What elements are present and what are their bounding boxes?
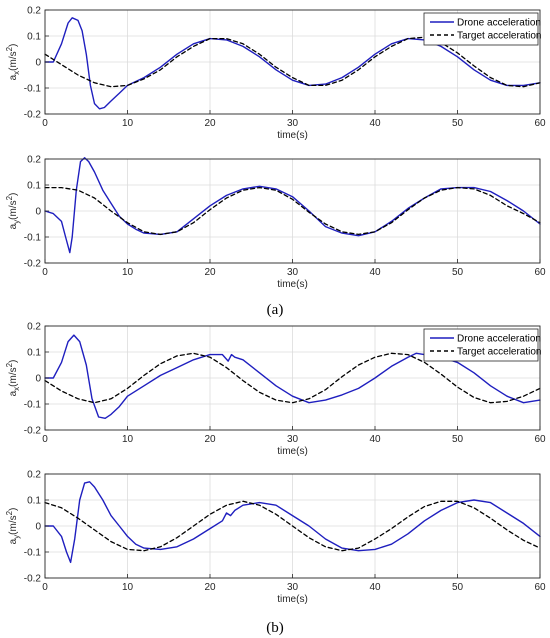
ytick-label: 0.1: [27, 181, 41, 192]
xtick-label: 20: [204, 582, 216, 593]
y-axis-label: ay(m/s2): [5, 508, 21, 545]
chart-a-top: 0 10 20 30 40 50 60 -0.2 -0.1 0 0.1 0.2 time(s) ax(m/…: [5, 6, 546, 142]
xtick-label: 20: [204, 267, 216, 278]
xtick-label: 50: [452, 118, 464, 129]
xtick-label: 40: [369, 582, 381, 593]
xtick-label: 40: [369, 267, 381, 278]
ytick-label: 0.1: [27, 496, 41, 507]
legend-entry: Drone acceleration: [457, 18, 541, 29]
ytick-label: -0.1: [24, 548, 42, 559]
ytick-label: 0.2: [27, 6, 41, 17]
xtick-label: 60: [534, 267, 546, 278]
xtick-label: 20: [204, 434, 216, 445]
legend: Drone acceleration Target acceleration: [423, 12, 542, 46]
ytick-label: -0.1: [24, 233, 42, 244]
ytick-label: -0.2: [24, 574, 42, 585]
ytick-label: 0.2: [27, 155, 41, 166]
ytick-label: -0.2: [24, 259, 42, 270]
xtick-label: 60: [534, 434, 546, 445]
xtick-label: 60: [534, 118, 546, 129]
ytick-label: 0.1: [27, 32, 41, 43]
panels-layer: 0 10 20 30 40 50 60 -0.2 -0.1 0 0.1 0.2 time(s) ax(m/…: [5, 6, 546, 606]
caption-a: (a): [267, 302, 284, 318]
legend-box: [423, 12, 539, 46]
x-axis-label: time(s): [277, 594, 308, 605]
target-line-a-top: [44, 36, 541, 88]
xtick-label: 40: [369, 434, 381, 445]
legend-entry: Drone acceleration: [457, 334, 541, 345]
ytick-label: 0: [35, 374, 41, 385]
legend-entry: Target acceleration: [457, 347, 542, 358]
ytick-label: 0.2: [27, 470, 41, 481]
ytick-label: 0: [35, 522, 41, 533]
xtick-label: 30: [287, 267, 299, 278]
ytick-label: -0.2: [24, 426, 42, 437]
ytick-label: 0: [35, 207, 41, 218]
xtick-label: 0: [42, 267, 48, 278]
target-line-a-bottom: [44, 186, 541, 236]
xtick-label: 10: [122, 118, 134, 129]
xtick-label: 10: [122, 434, 134, 445]
xtick-label: 40: [369, 118, 381, 129]
y-axis-label: ay(m/s2): [5, 193, 21, 230]
ytick-label: -0.2: [24, 110, 42, 121]
ytick-label: -0.1: [24, 400, 42, 411]
legend-box: [423, 328, 539, 362]
chart-b-bottom: 0 10 20 30 40 50 60 -0.2 -0.1 0 0.1 0.2 time(s) ay(m/…: [5, 470, 546, 606]
xtick-label: 20: [204, 118, 216, 129]
caption-b: (b): [266, 620, 284, 636]
legend-entry: Target acceleration: [457, 31, 542, 42]
xtick-label: 10: [122, 582, 134, 593]
xtick-label: 50: [452, 267, 464, 278]
xtick-label: 30: [287, 118, 299, 129]
x-axis-label: time(s): [277, 446, 308, 457]
xtick-label: 0: [42, 582, 48, 593]
x-axis-label: time(s): [277, 279, 308, 290]
target-line-b-bottom: [44, 500, 541, 552]
xtick-label: 60: [534, 582, 546, 593]
target-line-b-top: [44, 352, 541, 404]
xtick-label: 50: [452, 582, 464, 593]
x-axis-label: time(s): [277, 130, 308, 141]
chart-a-bottom: 0 10 20 30 40 50 60 -0.2 -0.1 0 0.1 0.2 time(s) ay(m/…: [5, 155, 546, 291]
legend: Drone acceleration Target acceleration: [423, 328, 542, 362]
xtick-label: 0: [42, 434, 48, 445]
ytick-label: -0.1: [24, 84, 42, 95]
ytick-label: 0: [35, 58, 41, 69]
xtick-label: 0: [42, 118, 48, 129]
xtick-label: 30: [287, 582, 299, 593]
y-axis-label: ax(m/s2): [5, 360, 21, 397]
xtick-label: 30: [287, 434, 299, 445]
ytick-label: 0.1: [27, 348, 41, 359]
drone-line-b-bottom: [44, 481, 541, 564]
xtick-label: 10: [122, 267, 134, 278]
y-axis-label: ax(m/s2): [5, 44, 21, 81]
chart-b-top: 0 10 20 30 40 50 60 -0.2 -0.1 0 0.1 0.2 time(s) ax(m/…: [5, 322, 546, 458]
ytick-label: 0.2: [27, 322, 41, 333]
xtick-label: 50: [452, 434, 464, 445]
